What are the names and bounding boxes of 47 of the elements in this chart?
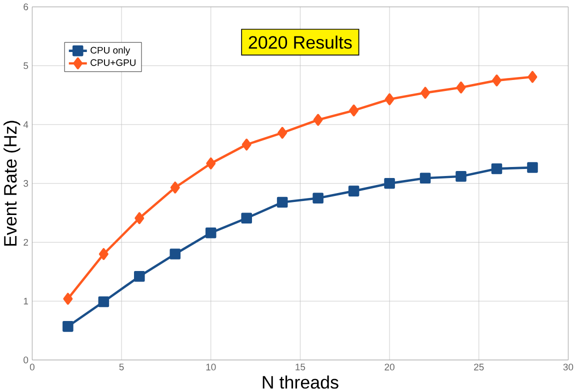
point (312, 192, 324, 204)
point (242, 138, 252, 150)
y-tick-label: 3 (24, 180, 28, 187)
point (349, 104, 359, 116)
point (98, 296, 110, 308)
point (527, 162, 538, 173)
point (420, 172, 431, 184)
x-tick-label: 25 (474, 364, 484, 370)
text: 2020 Results (248, 36, 352, 49)
y-tick-label: 1 (24, 298, 28, 304)
x-tick-label: 10 (206, 364, 216, 370)
point (276, 196, 288, 208)
point (134, 270, 145, 282)
point (491, 163, 502, 174)
point (278, 126, 288, 139)
point (98, 248, 108, 260)
x-tick-label: 15 (296, 364, 306, 370)
point (206, 157, 216, 170)
legend-label: CPU only (90, 46, 130, 56)
y-tick-label: 5 (24, 62, 28, 69)
point (456, 170, 466, 182)
y-axis-title: Event Rate (Hz) (4, 120, 20, 246)
x-tick-label: 5 (119, 364, 124, 370)
point (170, 182, 180, 194)
point (492, 74, 502, 86)
point (348, 186, 360, 196)
point (62, 320, 74, 332)
point (313, 114, 323, 126)
point (456, 81, 466, 94)
point (63, 292, 73, 305)
x-tick-label: 30 (563, 364, 574, 370)
x-tick-label: 0 (30, 364, 34, 370)
point (205, 227, 216, 238)
x-tick-label: 20 (384, 364, 394, 370)
x-axis-title: N threads (262, 375, 338, 389)
point (241, 212, 252, 224)
y-tick-label: 4 (23, 121, 28, 128)
y-tick-label: 2 (24, 238, 28, 246)
point (134, 212, 144, 224)
point (384, 93, 394, 106)
point (384, 178, 395, 189)
legend-label: CPU+GPU (90, 59, 136, 66)
y-tick-label: 6 (24, 3, 28, 10)
point (170, 248, 181, 260)
point (420, 86, 430, 99)
point (528, 70, 538, 83)
y-tick-label: 0 (24, 356, 28, 364)
